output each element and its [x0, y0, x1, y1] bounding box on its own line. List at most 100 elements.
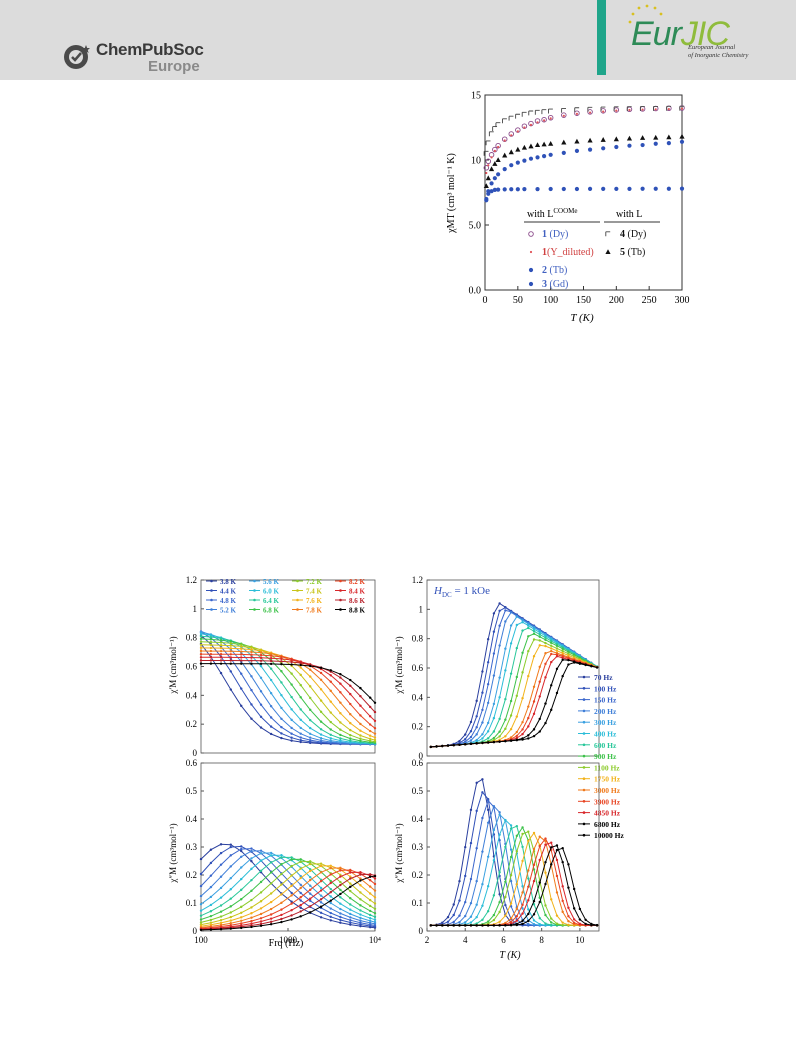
- data-point: [319, 879, 323, 883]
- data-point: [280, 856, 283, 859]
- data-point: [280, 920, 283, 924]
- data-point: [349, 885, 352, 889]
- data-point: [521, 826, 524, 829]
- data-point: [359, 909, 362, 912]
- data-point: [614, 186, 619, 191]
- data-point: [504, 669, 507, 672]
- data-point: [219, 641, 223, 644]
- data-point: [368, 917, 372, 920]
- data-point: [339, 912, 342, 915]
- data-point: [373, 882, 377, 886]
- data-point: [464, 733, 467, 736]
- data-point: [240, 919, 243, 923]
- data-point: [515, 834, 519, 838]
- legend-marker: [296, 579, 299, 583]
- data-point: [309, 708, 312, 712]
- data-point: [309, 696, 312, 700]
- data-point: [572, 887, 576, 891]
- legend-label: 6.4 K: [263, 597, 280, 605]
- legend-marker: [210, 589, 213, 592]
- data-point: [250, 659, 253, 662]
- data-point: [452, 743, 455, 747]
- data-point: [229, 905, 232, 908]
- y-tick-label: 1: [419, 604, 424, 614]
- data-point: [509, 917, 513, 920]
- data-point: [299, 899, 302, 902]
- legend-marker: [582, 822, 586, 826]
- data-point: [544, 702, 547, 705]
- data-point: [329, 711, 332, 714]
- x-tick-label: 10⁴: [369, 935, 381, 945]
- data-point: [605, 231, 611, 237]
- data-point: [199, 643, 203, 647]
- data-point: [503, 139, 506, 142]
- chi1-temp-chart: 0 0.2 0.4 0.6 0.8 1 1.2 70 Hz 100 Hz 150 Hz 200 H…: [394, 570, 668, 840]
- data-point: [574, 138, 580, 144]
- chit-plot-frame: [484, 94, 683, 291]
- data-point: [548, 108, 553, 114]
- data-point: [504, 620, 507, 623]
- series-3: [484, 139, 685, 202]
- legend-label: 3900 Hz: [594, 797, 621, 806]
- data-point: [485, 171, 488, 175]
- legend-label: 4.4 K: [220, 588, 237, 596]
- data-point: [561, 923, 564, 927]
- legend-marker: [582, 743, 586, 747]
- data-point: [550, 652, 553, 656]
- data-point: [209, 861, 213, 865]
- data-point: [522, 187, 527, 192]
- data-point: [359, 729, 362, 732]
- legend-marker: [253, 579, 256, 583]
- data-point: [299, 726, 302, 730]
- legend-group-left: with LCOOMe: [527, 207, 578, 220]
- data-point: [290, 672, 293, 675]
- data-point: [653, 141, 658, 146]
- data-point: [510, 134, 513, 137]
- data-point: [475, 715, 478, 718]
- data-point: [259, 852, 263, 855]
- data-point: [229, 647, 232, 650]
- data-point: [475, 903, 478, 906]
- data-point: [339, 907, 342, 911]
- data-point: [504, 818, 507, 822]
- data-point: [529, 123, 533, 126]
- data-point: [561, 150, 566, 155]
- data-point: [492, 913, 496, 917]
- data-point: [368, 729, 372, 733]
- data-point: [521, 111, 527, 117]
- data-point: [572, 661, 576, 664]
- data-point: [509, 736, 513, 739]
- data-point: [614, 144, 619, 150]
- data-point: [653, 186, 658, 191]
- data-point: [368, 913, 372, 917]
- data-point: [280, 657, 283, 661]
- x-tick-label: 8: [539, 935, 544, 945]
- data-point: [240, 845, 243, 848]
- data-point: [523, 126, 526, 129]
- chi2-temp-marks: 0 0.1 0.2 0.3 0.4 0.5 0.6 2 4 6 8 10: [412, 758, 600, 945]
- legend-marker: [210, 608, 213, 611]
- data-point: [590, 922, 593, 926]
- data-point: [319, 901, 323, 904]
- data-point: [309, 892, 312, 895]
- data-point: [527, 624, 530, 627]
- data-point: [532, 734, 536, 738]
- data-point: [487, 164, 490, 167]
- data-point: [349, 919, 352, 922]
- data-point: [250, 867, 253, 871]
- x-tick-label: 100: [194, 935, 208, 945]
- data-point: [368, 921, 372, 925]
- data-point: [199, 635, 203, 638]
- publisher-name: ChemPubSoc: [96, 40, 204, 59]
- data-point: [339, 682, 342, 685]
- data-point: [373, 719, 377, 723]
- chit-ticks: 0 50 100 150 200 250 300 0.0 5.0 10 15: [469, 91, 690, 307]
- data-point: [481, 882, 484, 886]
- legend-marker: [582, 788, 586, 792]
- data-point: [435, 745, 438, 748]
- legend-marker: [210, 579, 213, 583]
- data-point: [516, 130, 519, 133]
- data-point: [509, 727, 513, 731]
- legend-label: 4850 Hz: [594, 809, 621, 818]
- data-point: [528, 110, 534, 116]
